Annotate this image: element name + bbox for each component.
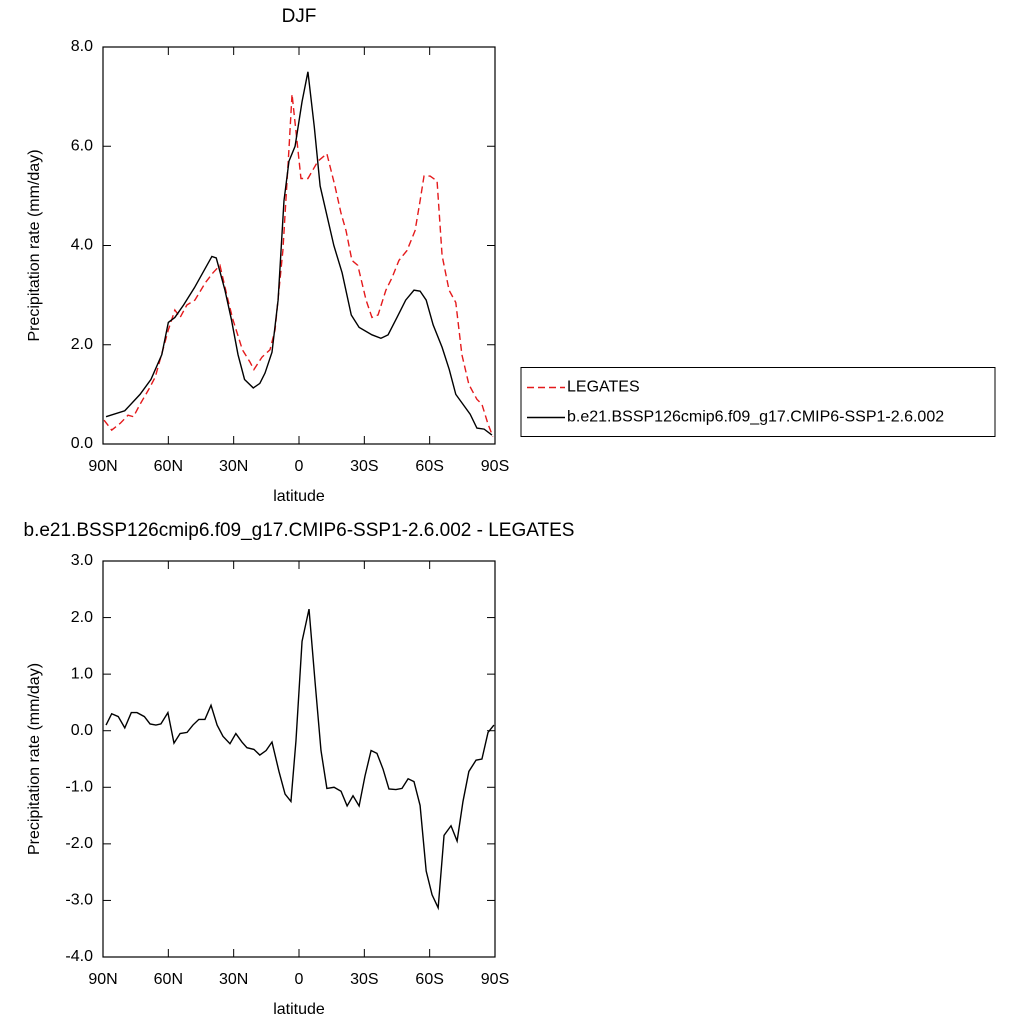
legend-box: [520, 367, 996, 437]
x-tick-label: 0: [295, 971, 304, 988]
legend-label: b.e21.BSSP126cmip6.f09_g17.CMIP6-SSP1-2.…: [567, 409, 944, 426]
x-tick-label: 30N: [219, 458, 248, 475]
y-tick-label: 4.0: [71, 237, 93, 254]
y-tick-label: -2.0: [65, 835, 93, 852]
x-axis-label: latitude: [273, 1001, 325, 1018]
y-axis-label: Precipitation rate (mm/day): [26, 663, 43, 855]
plot-frame: [102, 560, 496, 958]
chart-title: DJF: [282, 6, 317, 27]
data-line: [105, 608, 495, 911]
y-tick-label: -1.0: [65, 779, 93, 796]
x-tick-label: 30S: [350, 971, 378, 988]
y-tick-label: -4.0: [65, 948, 93, 965]
x-tick-label: 30N: [219, 971, 248, 988]
x-tick-label: 90S: [481, 458, 509, 475]
x-tick-label: 90N: [88, 458, 117, 475]
y-tick-label: 6.0: [71, 137, 93, 154]
y-tick-label: 0.0: [71, 435, 93, 452]
x-tick-label: 60N: [154, 971, 183, 988]
x-tick-label: 90S: [481, 971, 509, 988]
y-axis-label: Precipitation rate (mm/day): [26, 149, 43, 341]
x-tick-label: 0: [295, 458, 304, 475]
legend-label: LEGATES: [567, 379, 640, 396]
y-tick-label: -3.0: [65, 892, 93, 909]
chart-title: b.e21.BSSP126cmip6.f09_g17.CMIP6-SSP1-2.…: [24, 520, 575, 541]
y-tick-label: 0.0: [71, 722, 93, 739]
x-tick-label: 60S: [415, 458, 443, 475]
plot-frame: [102, 46, 496, 445]
y-tick-label: 8.0: [71, 38, 93, 55]
x-tick-label: 90N: [88, 971, 117, 988]
y-tick-label: 2.0: [71, 336, 93, 353]
x-tick-label: 30S: [350, 458, 378, 475]
x-axis-label: latitude: [273, 488, 325, 505]
y-tick-label: 1.0: [71, 665, 93, 682]
y-tick-label: 2.0: [71, 609, 93, 626]
x-tick-label: 60S: [415, 971, 443, 988]
x-tick-label: 60N: [154, 458, 183, 475]
data-line: [105, 71, 493, 436]
data-line: [103, 94, 494, 437]
y-tick-label: 3.0: [71, 552, 93, 569]
